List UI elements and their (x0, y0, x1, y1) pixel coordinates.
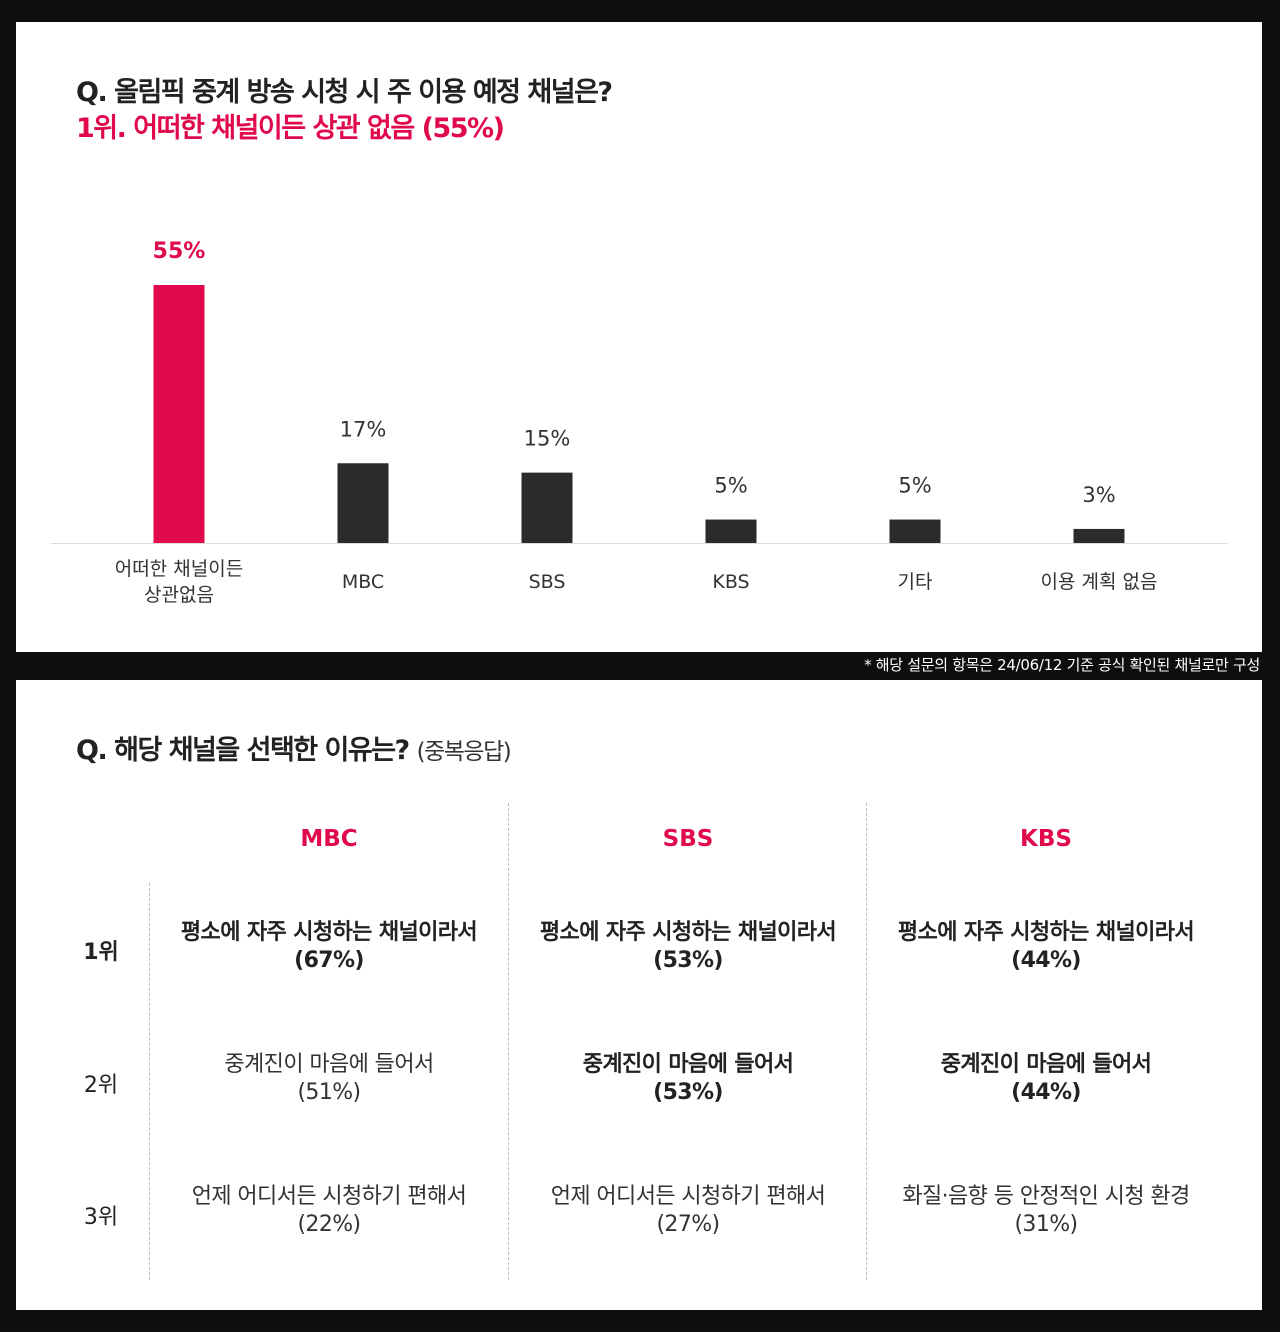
reason-percent: (22%) (297, 1212, 361, 1237)
column-divider (149, 883, 150, 1280)
bar (153, 285, 205, 543)
bar (521, 472, 573, 543)
category-label-line: 기타 (898, 571, 933, 593)
category-label-line: SBS (529, 571, 566, 593)
table-cell: 언제 어디서든 시청하기 편해서 (22%) (159, 1183, 499, 1239)
reason-text: 언제 어디서든 시청하기 편해서 (550, 1184, 826, 1209)
table-cell: 중계진이 마음에 들어서 (51%) (159, 1051, 499, 1107)
table-cell: 평소에 자주 시청하는 채널이라서 (44%) (876, 919, 1216, 975)
category-label: 이용 계획 없음 (1041, 571, 1158, 593)
reason-text: 평소에 자주 시청하는 채널이라서 (180, 920, 478, 945)
reason-text: 중계진이 마음에 들어서 (582, 1052, 794, 1077)
question-text: Q. 해당 채널을 선택한 이유는? (76, 735, 410, 766)
question-title: Q. 올림픽 중계 방송 시청 시 주 이용 예정 채널은? (76, 77, 613, 108)
rank-label-2: 2위 (83, 1073, 119, 1098)
table-cell: 평소에 자주 시청하는 채널이라서 (53%) (518, 919, 858, 975)
reason-percent: (44%) (1011, 1080, 1081, 1105)
reason-percent: (51%) (297, 1080, 361, 1105)
table-cell: 중계진이 마음에 들어서 (53%) (518, 1051, 858, 1107)
reasons-table-panel: Q. 해당 채널을 선택한 이유는? (중복응답) MBC SBS KBS 1위… (16, 680, 1262, 1310)
question-note: (중복응답) (416, 739, 512, 765)
reason-text: 중계진이 마음에 들어서 (940, 1052, 1152, 1077)
bar (889, 519, 941, 543)
data-label: 5% (898, 474, 931, 498)
reason-percent: (31%) (1014, 1212, 1078, 1237)
category-label-line: 어떠한 채널이든 (115, 558, 243, 580)
category-label-line: MBC (342, 571, 384, 593)
category-label: SBS (529, 571, 566, 593)
bar (705, 519, 757, 543)
reason-percent: (53%) (653, 948, 723, 973)
table-cell: 평소에 자주 시청하는 채널이라서 (67%) (159, 919, 499, 975)
reason-percent: (27%) (656, 1212, 720, 1237)
column-header-sbs: SBS (662, 826, 714, 852)
reason-percent: (67%) (294, 948, 364, 973)
reason-percent: (53%) (653, 1080, 723, 1105)
reason-text: 화질·음향 등 안정적인 시청 환경 (902, 1184, 1190, 1209)
reason-text: 평소에 자주 시청하는 채널이라서 (897, 920, 1195, 945)
reason-text: 평소에 자주 시청하는 채널이라서 (539, 920, 837, 945)
bar (1073, 528, 1125, 543)
column-header-mbc: MBC (300, 826, 358, 852)
column-divider (866, 803, 867, 1280)
reason-text: 중계진이 마음에 들어서 (224, 1052, 434, 1077)
category-label-line: KBS (712, 571, 749, 593)
category-label: MBC (342, 571, 384, 593)
footnote: * 해당 설문의 항목은 24/06/12 기준 공식 확인된 채널로만 구성 (864, 656, 1260, 674)
category-label: 기타 (898, 571, 933, 593)
data-label: 15% (524, 427, 571, 451)
top-answer-highlight: 1위. 어떠한 채널이든 상관 없음 (55%) (76, 113, 505, 144)
category-label: KBS (712, 571, 749, 593)
bar (337, 463, 389, 543)
data-label: 3% (1082, 483, 1115, 507)
data-label: 5% (714, 474, 747, 498)
rank-label-3: 3위 (83, 1205, 119, 1230)
column-divider (508, 803, 509, 1280)
data-label: 17% (340, 417, 387, 441)
table-cell: 화질·음향 등 안정적인 시청 환경 (31%) (876, 1183, 1216, 1239)
reason-percent: (44%) (1011, 948, 1081, 973)
column-header-kbs: KBS (1020, 826, 1072, 852)
rank-label-1: 1위 (83, 940, 119, 965)
category-label-line: 상관없음 (144, 584, 214, 606)
table-cell: 중계진이 마음에 들어서 (44%) (876, 1051, 1216, 1107)
survey-chart-panel: Q. 올림픽 중계 방송 시청 시 주 이용 예정 채널은? 1위. 어떠한 채… (16, 22, 1262, 652)
table-cell: 언제 어디서든 시청하기 편해서 (27%) (518, 1183, 858, 1239)
reason-text: 언제 어디서든 시청하기 편해서 (191, 1184, 467, 1209)
question-title-2: Q. 해당 채널을 선택한 이유는? (중복응답) (76, 728, 512, 767)
category-label-line: 이용 계획 없음 (1041, 571, 1158, 593)
data-label: 55% (153, 239, 206, 264)
